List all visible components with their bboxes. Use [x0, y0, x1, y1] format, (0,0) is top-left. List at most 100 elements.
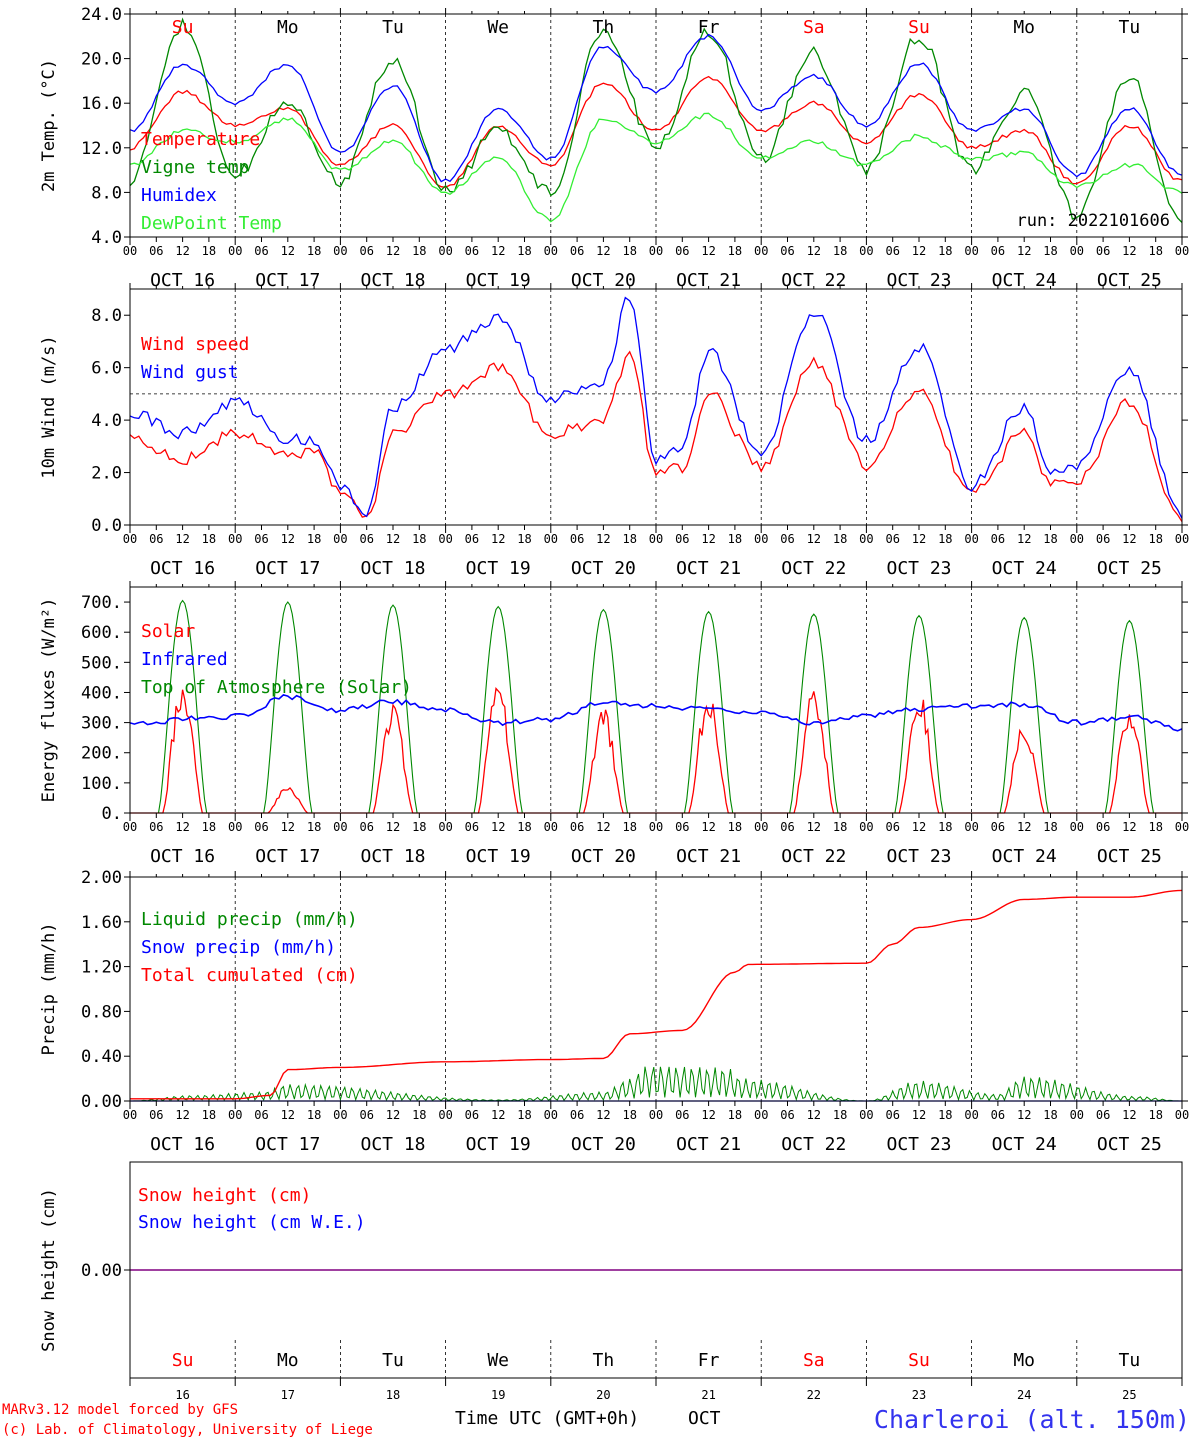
precip-day-label: OCT 22: [781, 1134, 846, 1155]
precip-day-label: OCT 18: [360, 1134, 425, 1155]
temp-hour-label: 12: [1122, 244, 1136, 258]
wind-day-label: OCT 24: [992, 558, 1057, 579]
energy-hour-label: 06: [149, 820, 163, 834]
bottom-day-number: 20: [596, 1388, 610, 1402]
weekday-label: Tu: [382, 17, 404, 38]
wind-hour-label: 18: [307, 532, 321, 546]
energy-hour-label: 12: [596, 820, 610, 834]
bottom-day-number: 21: [701, 1388, 715, 1402]
temp-hour-label: 18: [938, 244, 952, 258]
energy-hour-label: 00: [859, 820, 873, 834]
wind-hour-label: 12: [1122, 532, 1136, 546]
temp-hour-label: 18: [1043, 244, 1057, 258]
energy-legend-top-of-atmosphere-solar-: Top of Atmosphere (Solar): [141, 677, 412, 698]
wind-hour-label: 00: [228, 532, 242, 546]
credit-line-2: (c) Lab. of Climatology, University of L…: [2, 1422, 373, 1438]
temp-hour-label: 00: [859, 244, 873, 258]
weekday-label: Tu: [382, 1350, 404, 1371]
wind-hour-label: 00: [123, 532, 137, 546]
energy-legend-solar: Solar: [141, 621, 195, 642]
temp-hour-label: 06: [254, 244, 268, 258]
temp-day-label: OCT 16: [150, 270, 215, 291]
wind-hour-label: 06: [465, 532, 479, 546]
energy-hour-label: 18: [307, 820, 321, 834]
energy-hour-label: 12: [1017, 820, 1031, 834]
temp-hour-label: 12: [281, 244, 295, 258]
precip-hour-label: 18: [1043, 1108, 1057, 1122]
precip-hour-label: 06: [1096, 1108, 1110, 1122]
wind-ytick-label: 2.0: [91, 464, 122, 484]
wind-hour-label: 12: [596, 532, 610, 546]
temp-hour-label: 00: [228, 244, 242, 258]
temp-ytick-label: 8.0: [91, 183, 122, 203]
energy-ytick-label: 500.: [81, 653, 122, 673]
temp-hour-label: 06: [675, 244, 689, 258]
precip-ytick-label: 0.80: [81, 1002, 122, 1022]
precip-day-label: OCT 16: [150, 1134, 215, 1155]
wind-day-label: OCT 20: [571, 558, 636, 579]
precip-hour-label: 18: [1148, 1108, 1162, 1122]
energy-hour-label: 18: [728, 820, 742, 834]
precip-legend-total-cumulated-cm-: Total cumulated (cm): [141, 965, 358, 986]
precip-day-label: OCT 17: [255, 1134, 320, 1155]
time-axis-label: Time UTC (GMT+0h): [455, 1408, 639, 1429]
wind-hour-label: 12: [701, 532, 715, 546]
weekday-label: Su: [908, 17, 930, 38]
precip-hour-label: 06: [570, 1108, 584, 1122]
precip-hour-label: 18: [202, 1108, 216, 1122]
temp-hour-label: 18: [517, 244, 531, 258]
precip-hour-label: 12: [491, 1108, 505, 1122]
wind-hour-label: 12: [175, 532, 189, 546]
temp-hour-label: 00: [964, 244, 978, 258]
precip-hour-label: 18: [938, 1108, 952, 1122]
temp-hour-label: 00: [123, 244, 137, 258]
wind-day-label: OCT 17: [255, 558, 320, 579]
energy-ytick-label: 700.: [81, 593, 122, 613]
precip-hour-label: 00: [333, 1108, 347, 1122]
energy-hour-label: 12: [281, 820, 295, 834]
temp-ytick-label: 12.0: [81, 139, 122, 159]
precip-series-total: [130, 889, 1183, 1100]
temp-day-label: OCT 18: [360, 270, 425, 291]
wind-hour-label: 18: [412, 532, 426, 546]
energy-hour-label: 18: [1043, 820, 1057, 834]
temp-legend-dewpoint-temp: DewPoint Temp: [141, 213, 282, 234]
weekday-label: Mo: [277, 17, 299, 38]
precip-day-label: OCT 23: [886, 1134, 951, 1155]
temp-series-2: [129, 33, 1183, 183]
labels-layer: 4.0 8.0 12.0 16.0 20.0 24.0 2m Temp. (°C) 00 06 1…: [39, 5, 1189, 1402]
precip-ytick-label: 1.60: [81, 913, 122, 933]
energy-hour-label: 12: [175, 820, 189, 834]
energy-hour-label: 00: [1070, 820, 1084, 834]
precip-hour-label: 12: [701, 1108, 715, 1122]
energy-day-label: OCT 25: [1097, 846, 1162, 867]
temp-legend-vigne-temp: Vigne temp: [141, 157, 249, 178]
weekday-label: Fr: [698, 1350, 720, 1371]
wind-legend-wind-gust: Wind gust: [141, 362, 239, 383]
wind-hour-label: 06: [1096, 532, 1110, 546]
precip-ylabel: Precip (mm/h): [39, 922, 59, 1055]
temp-ytick-label: 4.0: [91, 228, 122, 248]
temp-hour-label: 18: [1148, 244, 1162, 258]
energy-day-label: OCT 18: [360, 846, 425, 867]
wind-hour-label: 12: [912, 532, 926, 546]
precip-hour-label: 06: [675, 1108, 689, 1122]
precip-hour-label: 06: [149, 1108, 163, 1122]
wind-hour-label: 12: [491, 532, 505, 546]
energy-day-label: OCT 21: [676, 846, 741, 867]
wind-ytick-label: 4.0: [91, 411, 122, 431]
wind-legend-wind-speed: Wind speed: [141, 334, 249, 355]
precip-hour-label: 12: [807, 1108, 821, 1122]
weekday-label: Mo: [277, 1350, 299, 1371]
bottom-day-number: 25: [1122, 1388, 1136, 1402]
precip-hour-label: 00: [228, 1108, 242, 1122]
wind-hour-label: 06: [570, 532, 584, 546]
energy-hour-label: 18: [622, 820, 636, 834]
precip-ytick-label: 0.00: [81, 1092, 122, 1112]
temp-hour-label: 12: [491, 244, 505, 258]
temp-hour-label: 00: [333, 244, 347, 258]
wind-hour-label: 00: [1070, 532, 1084, 546]
wind-hour-label: 18: [1148, 532, 1162, 546]
temp-hour-label: 12: [701, 244, 715, 258]
